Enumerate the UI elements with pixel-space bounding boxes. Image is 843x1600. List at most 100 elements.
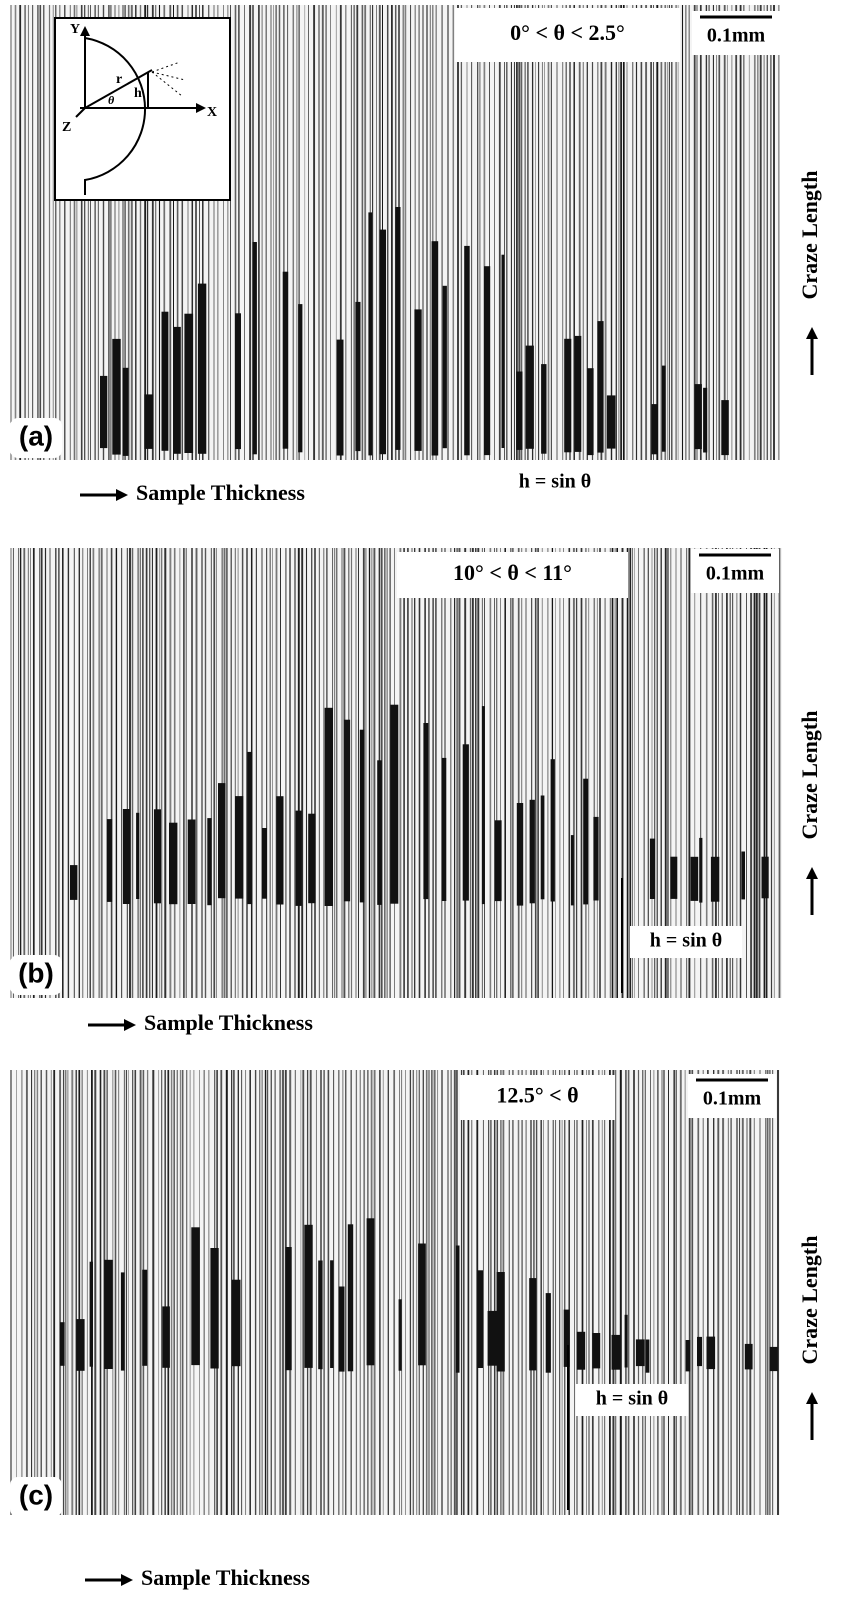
- craze: [477, 1270, 483, 1368]
- panel-label: (a): [19, 420, 53, 451]
- scale-label: 0.1mm: [707, 25, 766, 47]
- angle-box: [460, 1075, 615, 1120]
- craze: [550, 759, 555, 902]
- craze: [184, 313, 194, 453]
- craze: [583, 778, 589, 905]
- craze: [741, 851, 745, 900]
- craze: [120, 1272, 125, 1371]
- micrograph: [10, 548, 782, 998]
- panel-label-box: [10, 955, 62, 995]
- inset-z-axis: [75, 107, 86, 118]
- inset-dotted: [151, 71, 186, 81]
- panel-label: (c): [19, 1479, 53, 1510]
- craze: [442, 285, 447, 449]
- craze: [398, 1299, 402, 1371]
- craze: [462, 744, 469, 901]
- craze: [395, 207, 401, 450]
- x-axis-caption: Sample Thickness: [144, 1010, 313, 1035]
- inset-arrow: [80, 26, 90, 36]
- inset-arrow: [196, 103, 206, 113]
- micrograph: [10, 5, 780, 460]
- craze: [318, 1260, 323, 1370]
- craze: [455, 1245, 460, 1373]
- craze: [282, 271, 289, 449]
- craze: [649, 838, 656, 899]
- inset-label: r: [116, 72, 122, 87]
- craze: [706, 1336, 716, 1370]
- craze: [338, 1286, 345, 1372]
- craze: [661, 365, 666, 452]
- annotation: h = sin θ: [519, 471, 591, 493]
- craze: [597, 321, 604, 453]
- craze: [187, 819, 196, 904]
- craze: [324, 707, 333, 906]
- craze: [670, 856, 678, 899]
- craze: [563, 1309, 570, 1367]
- craze: [191, 1227, 200, 1366]
- craze: [366, 1218, 375, 1366]
- craze: [576, 1331, 586, 1370]
- craze: [431, 241, 439, 456]
- craze: [694, 384, 702, 450]
- craze: [744, 1343, 753, 1370]
- craze: [529, 1278, 537, 1371]
- y-axis-caption: Craze Length: [797, 1236, 822, 1365]
- inset-label: h: [134, 86, 142, 101]
- craze: [162, 1306, 170, 1368]
- craze: [377, 760, 382, 905]
- craze: [516, 803, 524, 906]
- craze: [252, 242, 257, 455]
- craze: [218, 783, 226, 899]
- craze: [441, 757, 447, 901]
- craze: [418, 1243, 426, 1366]
- angle-box: [397, 552, 628, 598]
- craze: [525, 345, 534, 449]
- craze: [624, 1314, 628, 1368]
- craze: [76, 1319, 85, 1371]
- craze: [60, 1322, 65, 1366]
- arrow-head: [124, 1019, 136, 1031]
- craze: [142, 1269, 148, 1366]
- craze: [529, 799, 535, 904]
- scale-label: 0.1mm: [703, 1088, 762, 1110]
- y-axis-caption: Craze Length: [797, 711, 822, 840]
- craze: [390, 704, 399, 904]
- craze: [343, 719, 351, 902]
- craze: [481, 706, 485, 905]
- craze: [336, 339, 344, 456]
- craze: [496, 1272, 505, 1372]
- craze: [545, 1293, 551, 1373]
- craze: [169, 822, 178, 905]
- craze: [699, 837, 703, 903]
- craze: [276, 796, 284, 905]
- craze: [564, 338, 572, 453]
- craze: [207, 818, 212, 906]
- craze: [685, 1340, 691, 1372]
- craze: [112, 338, 121, 455]
- craze: [423, 723, 429, 900]
- craze: [197, 283, 207, 454]
- x-axis-caption: Sample Thickness: [136, 480, 305, 505]
- craze: [144, 394, 154, 449]
- craze: [593, 816, 599, 901]
- arrow-head: [116, 489, 128, 501]
- craze: [464, 245, 470, 456]
- arrow-head: [806, 327, 818, 339]
- craze: [761, 856, 769, 899]
- craze: [355, 301, 361, 452]
- craze: [100, 375, 108, 449]
- craze: [235, 796, 244, 899]
- craze: [487, 1310, 497, 1366]
- craze: [721, 400, 729, 456]
- craze: [501, 254, 505, 448]
- craze: [304, 1224, 313, 1368]
- craze: [540, 795, 545, 900]
- craze: [359, 729, 365, 903]
- annotation: h = sin θ: [650, 930, 722, 952]
- panel-label: (b): [18, 957, 54, 988]
- annotation-box: [630, 926, 742, 958]
- craze: [574, 335, 582, 452]
- craze: [606, 395, 616, 449]
- panel-label-box: [10, 1477, 62, 1517]
